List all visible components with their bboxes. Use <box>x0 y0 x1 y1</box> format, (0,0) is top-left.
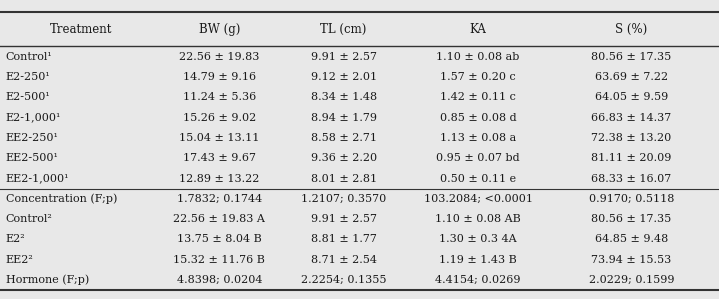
Text: 0.50 ± 0.11 e: 0.50 ± 0.11 e <box>440 173 516 184</box>
Text: 9.91 ± 2.57: 9.91 ± 2.57 <box>311 51 377 62</box>
Text: 103.2084; <0.0001: 103.2084; <0.0001 <box>423 194 533 204</box>
Text: 4.8398; 0.0204: 4.8398; 0.0204 <box>177 275 262 285</box>
Text: EE2²: EE2² <box>6 255 34 265</box>
Text: 8.01 ± 2.81: 8.01 ± 2.81 <box>311 173 377 184</box>
Text: EE2-250¹: EE2-250¹ <box>6 133 59 143</box>
Text: E2²: E2² <box>6 234 25 245</box>
Text: 66.83 ± 14.37: 66.83 ± 14.37 <box>591 112 672 123</box>
Text: 1.10 ± 0.08 ab: 1.10 ± 0.08 ab <box>436 51 520 62</box>
Text: 13.75 ± 8.04 B: 13.75 ± 8.04 B <box>177 234 262 245</box>
Text: 1.10 ± 0.08 AB: 1.10 ± 0.08 AB <box>435 214 521 224</box>
Text: Control¹: Control¹ <box>6 51 52 62</box>
Text: 8.81 ± 1.77: 8.81 ± 1.77 <box>311 234 377 245</box>
Text: 22.56 ± 19.83 A: 22.56 ± 19.83 A <box>173 214 265 224</box>
Text: 1.13 ± 0.08 a: 1.13 ± 0.08 a <box>440 133 516 143</box>
Text: TL (cm): TL (cm) <box>321 23 367 36</box>
Text: 2.2254; 0.1355: 2.2254; 0.1355 <box>301 275 386 285</box>
Text: E2-500¹: E2-500¹ <box>6 92 50 102</box>
Text: Control²: Control² <box>6 214 52 224</box>
Text: 0.95 ± 0.07 bd: 0.95 ± 0.07 bd <box>436 153 520 163</box>
Text: 1.42 ± 0.11 c: 1.42 ± 0.11 c <box>440 92 516 102</box>
Text: BW (g): BW (g) <box>198 23 240 36</box>
Text: 72.38 ± 13.20: 72.38 ± 13.20 <box>591 133 672 143</box>
Text: EE2-500¹: EE2-500¹ <box>6 153 59 163</box>
Text: 14.79 ± 9.16: 14.79 ± 9.16 <box>183 72 256 82</box>
Text: 9.12 ± 2.01: 9.12 ± 2.01 <box>311 72 377 82</box>
Text: Treatment: Treatment <box>50 23 112 36</box>
Text: 68.33 ± 16.07: 68.33 ± 16.07 <box>591 173 672 184</box>
Text: 80.56 ± 17.35: 80.56 ± 17.35 <box>591 51 672 62</box>
Text: 1.7832; 0.1744: 1.7832; 0.1744 <box>177 194 262 204</box>
Text: S (%): S (%) <box>615 23 647 36</box>
Text: 80.56 ± 17.35: 80.56 ± 17.35 <box>591 214 672 224</box>
Text: 8.94 ± 1.79: 8.94 ± 1.79 <box>311 112 377 123</box>
Text: 1.2107; 0.3570: 1.2107; 0.3570 <box>301 194 386 204</box>
Text: 1.57 ± 0.20 c: 1.57 ± 0.20 c <box>440 72 516 82</box>
Text: 11.24 ± 5.36: 11.24 ± 5.36 <box>183 92 256 102</box>
Text: 81.11 ± 20.09: 81.11 ± 20.09 <box>591 153 672 163</box>
Text: KA: KA <box>470 23 487 36</box>
Text: 0.85 ± 0.08 d: 0.85 ± 0.08 d <box>440 112 516 123</box>
Text: E2-250¹: E2-250¹ <box>6 72 50 82</box>
Text: 2.0229; 0.1599: 2.0229; 0.1599 <box>589 275 674 285</box>
Text: 1.19 ± 1.43 B: 1.19 ± 1.43 B <box>439 255 517 265</box>
Text: 12.89 ± 13.22: 12.89 ± 13.22 <box>179 173 260 184</box>
Text: 9.91 ± 2.57: 9.91 ± 2.57 <box>311 214 377 224</box>
Text: 15.04 ± 13.11: 15.04 ± 13.11 <box>179 133 260 143</box>
Text: 8.58 ± 2.71: 8.58 ± 2.71 <box>311 133 377 143</box>
Text: E2-1,000¹: E2-1,000¹ <box>6 112 61 123</box>
Text: 22.56 ± 19.83: 22.56 ± 19.83 <box>179 51 260 62</box>
Text: 8.34 ± 1.48: 8.34 ± 1.48 <box>311 92 377 102</box>
Text: 63.69 ± 7.22: 63.69 ± 7.22 <box>595 72 668 82</box>
Text: 0.9170; 0.5118: 0.9170; 0.5118 <box>589 194 674 204</box>
Text: 15.32 ± 11.76 B: 15.32 ± 11.76 B <box>173 255 265 265</box>
Text: 64.85 ± 9.48: 64.85 ± 9.48 <box>595 234 668 245</box>
Text: Concentration (F;p): Concentration (F;p) <box>6 193 117 204</box>
Text: 73.94 ± 15.53: 73.94 ± 15.53 <box>591 255 672 265</box>
Text: 17.43 ± 9.67: 17.43 ± 9.67 <box>183 153 256 163</box>
Text: 64.05 ± 9.59: 64.05 ± 9.59 <box>595 92 668 102</box>
Text: EE2-1,000¹: EE2-1,000¹ <box>6 173 69 184</box>
Text: 4.4154; 0.0269: 4.4154; 0.0269 <box>436 275 521 285</box>
Text: 9.36 ± 2.20: 9.36 ± 2.20 <box>311 153 377 163</box>
Text: 8.71 ± 2.54: 8.71 ± 2.54 <box>311 255 377 265</box>
Text: Hormone (F;p): Hormone (F;p) <box>6 275 89 286</box>
Text: 15.26 ± 9.02: 15.26 ± 9.02 <box>183 112 256 123</box>
Text: 1.30 ± 0.3 4A: 1.30 ± 0.3 4A <box>439 234 517 245</box>
